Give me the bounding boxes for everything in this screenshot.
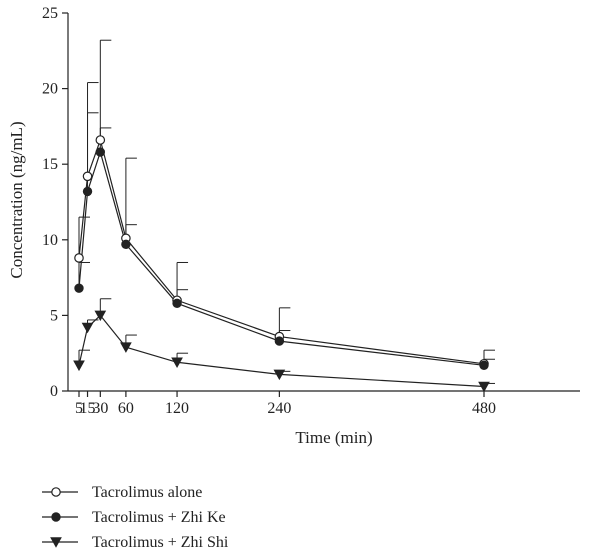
data-point (171, 357, 183, 369)
data-point (120, 342, 132, 353)
y-tick-label: 25 (42, 5, 58, 22)
x-axis-title: Time (min) (295, 428, 372, 447)
legend-marker (51, 512, 61, 522)
y-tick-label: 20 (42, 81, 58, 98)
data-point (73, 360, 85, 372)
x-tick-label: 60 (118, 400, 134, 417)
data-point (81, 322, 94, 334)
legend-marker (51, 487, 61, 497)
error-bars (78, 39, 495, 387)
data-point (172, 298, 182, 309)
y-tick-label: 10 (42, 232, 58, 249)
y-tick-label: 5 (50, 307, 58, 324)
legend-label: Tacrolimus + Zhi Ke (92, 509, 226, 526)
y-axis-title: Concentration (ng/mL) (7, 121, 26, 278)
axes (62, 12, 580, 397)
x-tick-label: 30 (92, 400, 108, 417)
y-tick-label: 0 (50, 383, 58, 400)
data-point (479, 360, 489, 370)
x-tick-label: 120 (165, 400, 189, 417)
data-point (95, 135, 106, 145)
data-point (273, 369, 286, 381)
data-point (74, 253, 84, 263)
data-point (94, 310, 107, 322)
y-tick-label: 15 (42, 156, 58, 173)
legend: Tacrolimus alone Tacrolimus + Zhi Ke Tacro… (42, 484, 229, 551)
legend-label: Tacrolimus + Zhi Shi (92, 534, 229, 551)
legend-label: Tacrolimus alone (92, 484, 202, 501)
x-tick-label: 15 (80, 400, 96, 417)
data-point (274, 336, 285, 346)
data-point (95, 147, 106, 157)
data-point (478, 381, 490, 393)
series-lines (78, 137, 485, 388)
x-tick-label: 240 (267, 400, 291, 417)
data-point (82, 171, 93, 182)
legend-marker (50, 537, 62, 548)
data-point (121, 239, 131, 250)
series-markers (73, 135, 490, 393)
data-point (82, 186, 93, 197)
x-tick-label: 480 (472, 400, 496, 417)
data-point (74, 283, 84, 293)
x-tick-label: 5 (75, 400, 83, 417)
